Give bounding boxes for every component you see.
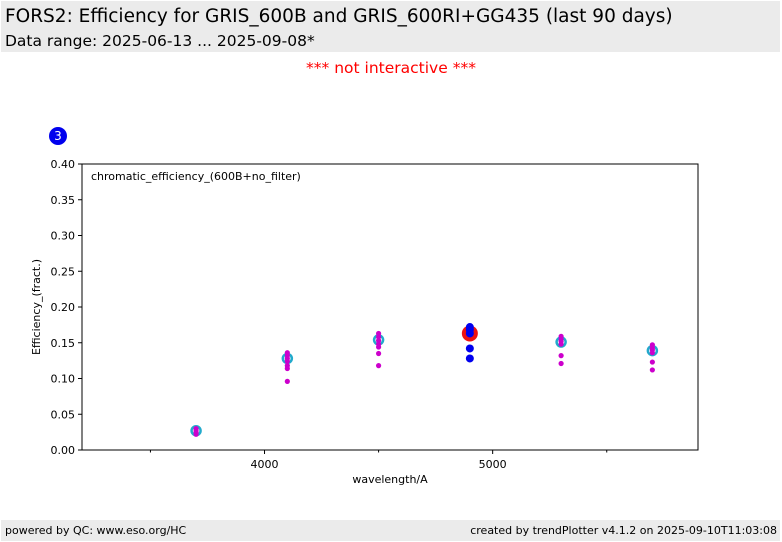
- y-axis-label: Efficiency_(fract.): [30, 259, 43, 355]
- footer-created-by: created by trendPlotter v4.1.2 on 2025-0…: [470, 524, 777, 537]
- count-badge: 3: [49, 127, 67, 145]
- data-point: [465, 354, 474, 363]
- data-point-small: [558, 360, 564, 367]
- count-badge-circle: [49, 127, 67, 145]
- chart-annotation: chromatic_efficiency_(600B+no_filter): [91, 170, 301, 183]
- y-tick-label: 0.10: [51, 373, 76, 386]
- x-tick-label: 4000: [251, 458, 279, 471]
- data-range-label: Data range: 2025-06-13 ... 2025-09-08*: [5, 32, 315, 50]
- footer-powered-by: powered by QC: www.eso.org/HC: [5, 524, 187, 537]
- x-tick-label: 5000: [479, 458, 507, 471]
- y-tick-label: 0.20: [51, 301, 76, 314]
- data-point-small: [558, 333, 564, 339]
- data-point-small: [284, 350, 290, 356]
- y-tick-label: 0.05: [51, 408, 76, 421]
- data-point-small: [649, 342, 655, 348]
- data-point: [465, 344, 474, 353]
- data-point-small: [284, 363, 290, 369]
- data-point-small: [649, 359, 655, 365]
- data-point-small: [375, 338, 382, 344]
- footer-bar: powered by QC: www.eso.org/HC created by…: [1, 520, 780, 541]
- y-tick-label: 0.00: [51, 444, 76, 457]
- header-bar: FORS2: Efficiency for GRIS_600B and GRIS…: [1, 1, 780, 52]
- data-point-small: [558, 353, 564, 359]
- not-interactive-notice: *** not interactive ***: [306, 59, 476, 77]
- y-tick-label: 0.35: [51, 194, 76, 207]
- data-point-small: [375, 350, 382, 357]
- plot-frame: [81, 163, 699, 451]
- axes: 0.00 0.05 0.10 0.15 0.20 0.25 0.30 0.35 0.40 4000…: [51, 158, 608, 471]
- y-tick-label: 0.30: [51, 230, 76, 243]
- data-point-small: [375, 334, 382, 340]
- data-point-small: [284, 378, 290, 384]
- data-point: [465, 323, 474, 332]
- data-point-small: [375, 330, 382, 337]
- data-point-small: [375, 341, 382, 347]
- page-title: FORS2: Efficiency for GRIS_600B and GRIS…: [5, 6, 673, 27]
- data-point-small: [375, 363, 382, 369]
- y-tick-label: 0.40: [51, 158, 76, 171]
- y-tick-label: 0.15: [51, 337, 76, 350]
- data-point-small: [193, 425, 199, 432]
- y-tick-label: 0.25: [51, 265, 76, 278]
- x-axis-label: wavelength/A: [352, 473, 428, 486]
- count-badge-text: 3: [54, 129, 62, 143]
- data-points: [190, 323, 659, 437]
- data-point-small: [649, 367, 655, 373]
